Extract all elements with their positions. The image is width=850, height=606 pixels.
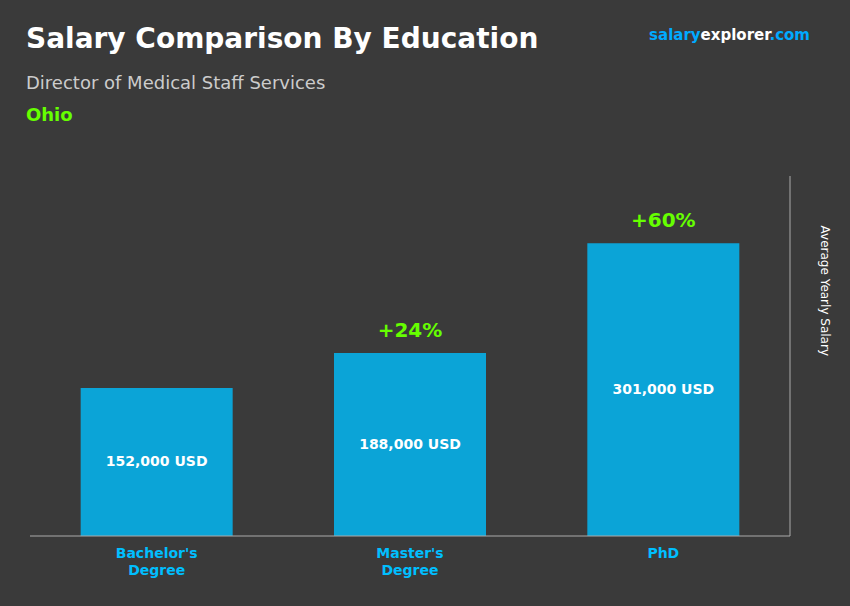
svg-text:+24%: +24% (378, 318, 443, 342)
svg-text:Master'sDegree: Master'sDegree (376, 545, 443, 578)
html-text:Salary Comparison By Education: Salary Comparison By Education (26, 22, 539, 55)
svg-text:PhD: PhD (647, 545, 679, 561)
html-text:salary explorer.com: salary explorer.com (649, 26, 810, 44)
svg-text:188,000 USD: 188,000 USD (359, 436, 461, 452)
svg-text:301,000 USD: 301,000 USD (612, 381, 714, 397)
svg-text:152,000 USD: 152,000 USD (106, 453, 208, 469)
html-text:Director of Medical Staff Serv: Director of Medical Staff Services (26, 72, 326, 93)
html-text:Ohio: Ohio (26, 104, 73, 125)
svg-text:Average Yearly Salary: Average Yearly Salary (818, 226, 832, 356)
svg-text:+60%: +60% (631, 208, 696, 232)
svg-text:Bachelor'sDegree: Bachelor'sDegree (116, 545, 198, 578)
